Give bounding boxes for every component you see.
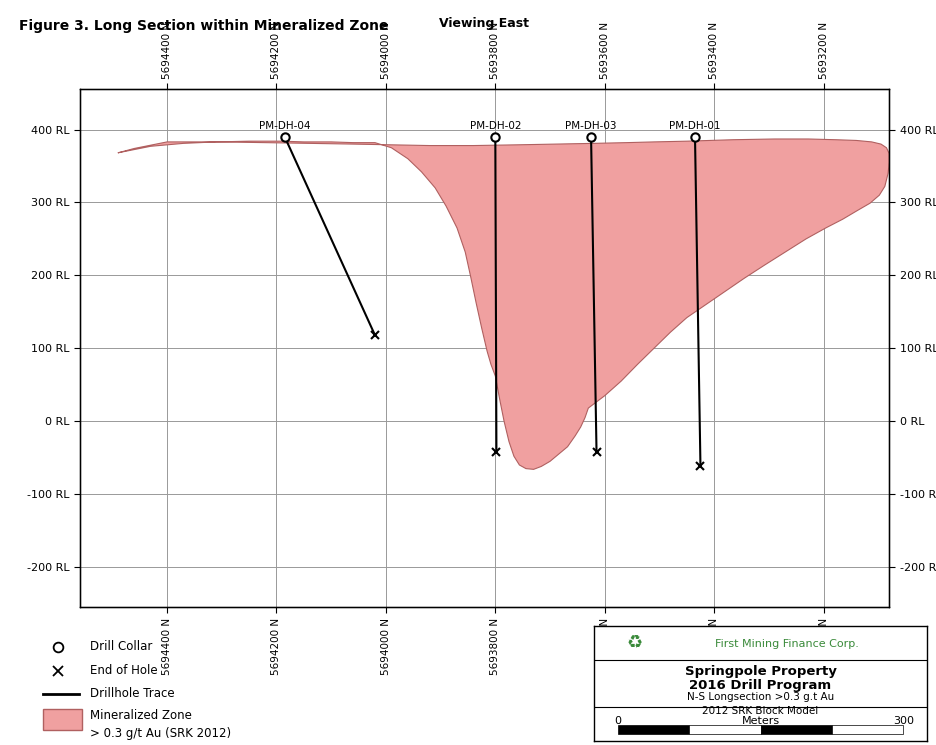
Bar xyxy=(618,725,689,735)
Text: Drill Collar: Drill Collar xyxy=(90,640,153,653)
Text: PM-DH-03: PM-DH-03 xyxy=(565,121,617,131)
Text: > 0.3 g/t Au (SRK 2012): > 0.3 g/t Au (SRK 2012) xyxy=(90,726,231,740)
Text: 300: 300 xyxy=(893,716,914,726)
Text: Drillhole Trace: Drillhole Trace xyxy=(90,688,174,700)
Text: PM-DH-02: PM-DH-02 xyxy=(470,121,521,131)
Text: PM-DH-04: PM-DH-04 xyxy=(259,121,311,131)
Text: 0: 0 xyxy=(614,716,622,726)
Text: ♻: ♻ xyxy=(626,635,642,653)
Text: Figure 3. Long Section within Mineralized Zone: Figure 3. Long Section within Mineralize… xyxy=(19,19,388,33)
Text: Viewing East: Viewing East xyxy=(439,17,530,30)
Text: Meters: Meters xyxy=(741,716,780,726)
Text: Mineralized Zone: Mineralized Zone xyxy=(90,709,192,723)
Bar xyxy=(761,725,832,735)
Polygon shape xyxy=(118,139,889,469)
Bar xyxy=(689,725,761,735)
Text: End of Hole: End of Hole xyxy=(90,665,157,677)
Text: Springpole Property: Springpole Property xyxy=(684,665,837,679)
FancyBboxPatch shape xyxy=(43,709,82,730)
Text: 2012 SRK Block Model: 2012 SRK Block Model xyxy=(702,706,819,716)
Text: 2016 Drill Program: 2016 Drill Program xyxy=(690,679,831,692)
Text: First Mining Finance Corp.: First Mining Finance Corp. xyxy=(715,639,859,650)
Bar xyxy=(832,725,903,735)
Text: PM-DH-01: PM-DH-01 xyxy=(669,121,721,131)
Text: N-S Longsection >0.3 g.t Au: N-S Longsection >0.3 g.t Au xyxy=(687,692,834,703)
